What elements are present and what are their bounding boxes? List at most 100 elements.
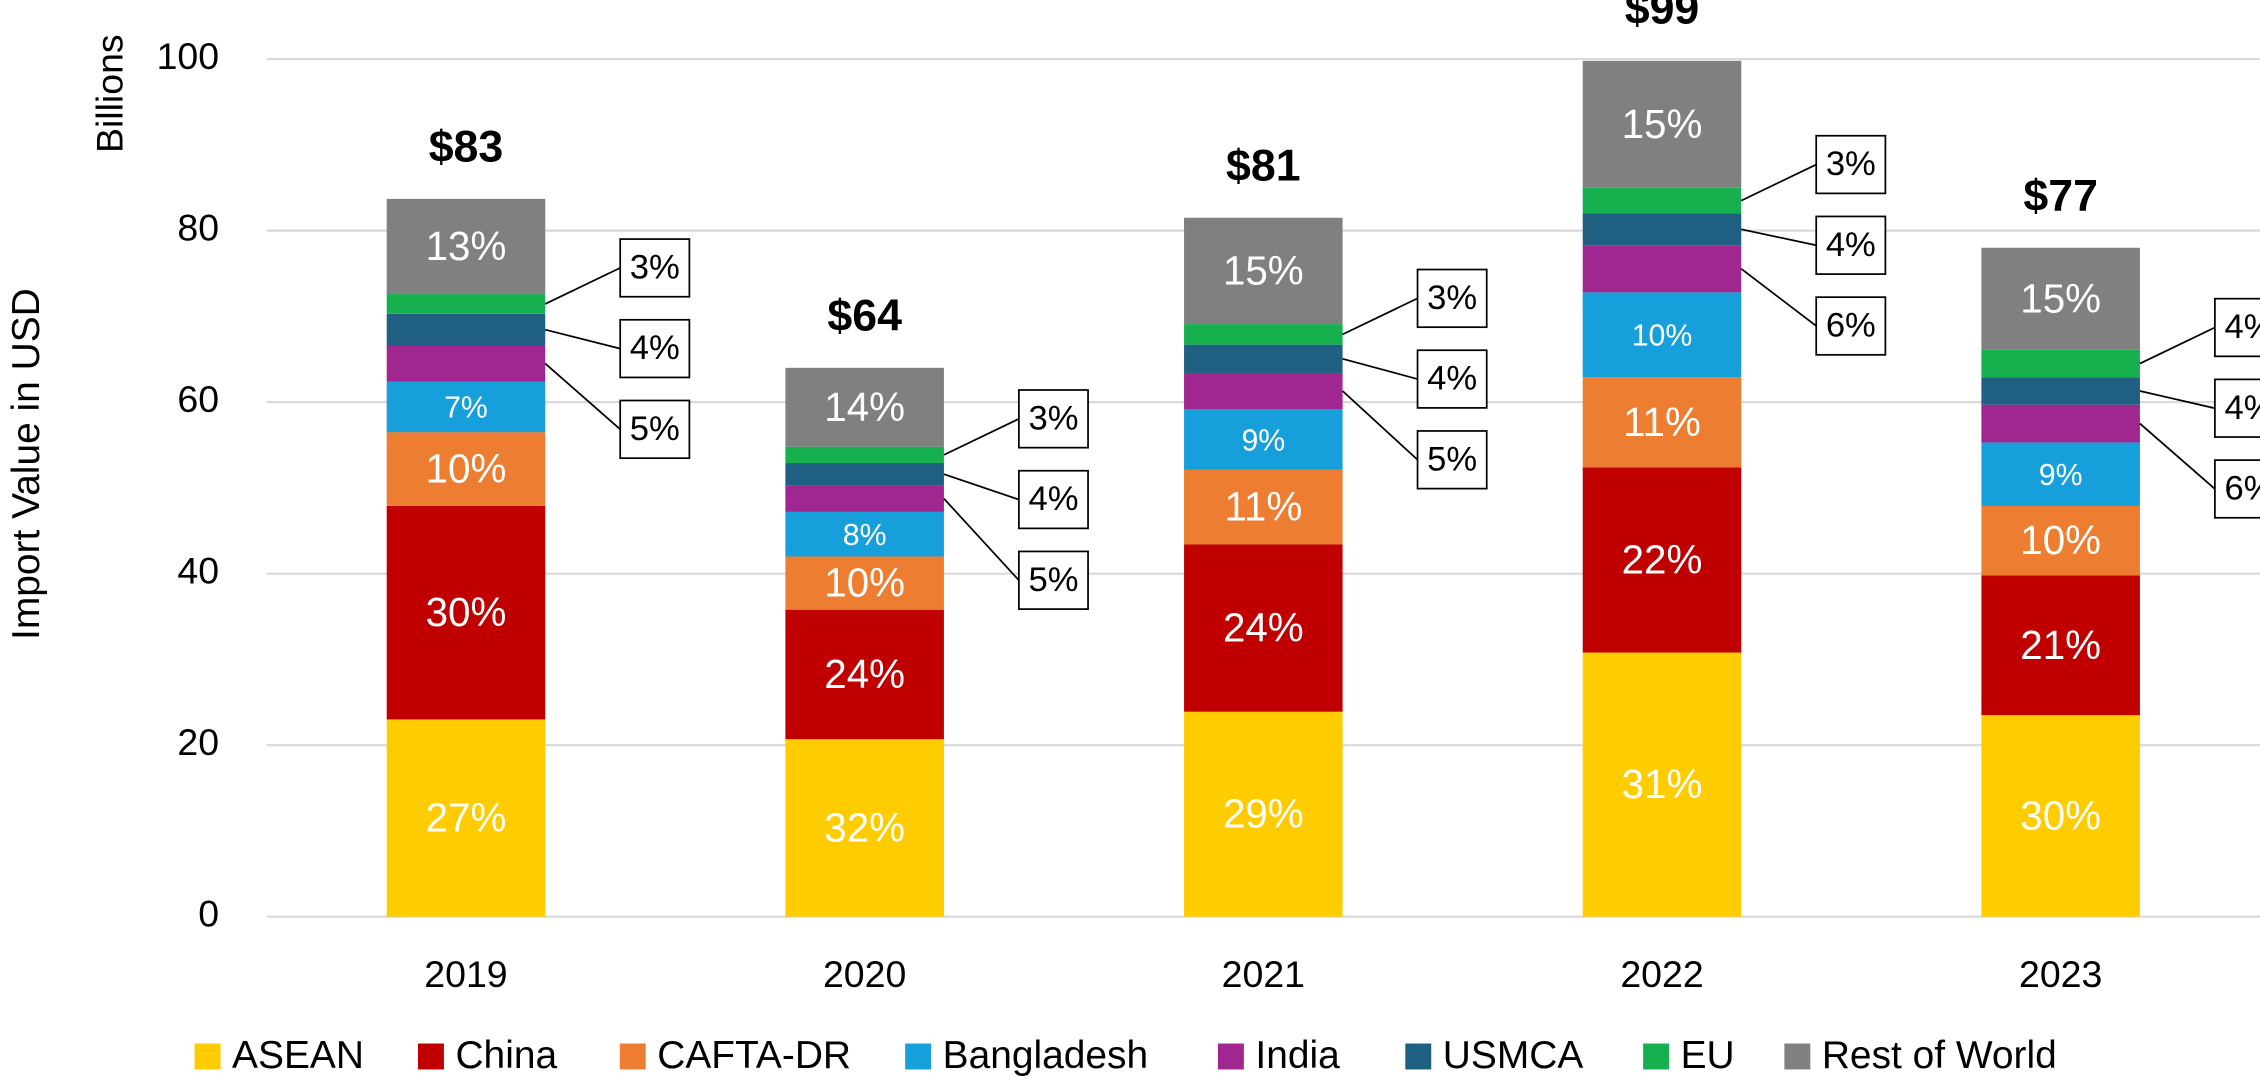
segment-share-label: 11% [1623,399,1701,445]
bar-segment [1981,377,2140,405]
callout-share-label: 4% [2224,389,2260,427]
legend-swatch [194,1043,221,1070]
callout-leader [943,498,1020,581]
segment-share-label: 9% [1241,424,1285,457]
legend-label: India [1255,1034,1340,1077]
legend-swatch [1405,1043,1432,1070]
y-tick-label: 100 [157,35,220,77]
bar-segment [1184,408,1343,470]
bar-segment [1582,467,1742,653]
y-tick-label: 80 [177,207,219,249]
segment-share-label: 31% [1622,761,1703,807]
bar-segment [1582,652,1742,917]
callout-box [619,399,691,460]
callout-share-label: 4% [2224,308,2260,346]
callout-box [1815,134,1887,195]
total-label: $83 [429,123,504,172]
bar-segment [386,294,546,314]
callout-share-label: 3% [1028,399,1078,437]
y-tick-label: 0 [198,893,219,935]
total-label: $64 [827,292,902,341]
bar-segment [1184,372,1343,409]
bar-segment [1981,349,2140,378]
segment-share-label: 14% [824,384,905,430]
segment-share-label: 10% [824,560,905,606]
segment-share-label: 21% [2020,622,2101,668]
legend-label: EU [1681,1034,1735,1077]
y-unit-label: Billions [88,34,130,153]
bar-segment [785,463,944,486]
bar-segment [1184,217,1343,325]
callout-box [1416,430,1488,490]
segment-share-label: 30% [2020,792,2101,838]
callout-share-label: 5% [630,410,680,448]
bar-segment [1184,544,1343,712]
legend-label: CAFTA-DR [657,1034,851,1077]
segment-share-label: 32% [824,804,905,850]
bar-segment [386,505,546,720]
callout-leader [943,418,1020,456]
bar-segment [785,739,944,917]
x-tick-label: 2020 [823,953,906,995]
bar-segment [1582,187,1742,214]
y-tick-label: 40 [177,550,219,592]
callout-share-label: 3% [1826,145,1876,183]
bar-segment [1981,715,2140,917]
segment-share-label: 30% [426,589,507,635]
y-axis-title: Import Value in USD [5,288,48,640]
callout-box [1018,469,1089,530]
bar-segment [1981,404,2140,443]
segment-share-label: 24% [824,651,905,697]
bar-segment [1981,247,2140,350]
segment-share-label: 24% [1223,605,1304,651]
bar-segment [386,198,546,295]
callout-box [619,318,691,379]
bar-segment [785,609,944,740]
segment-share-label: 10% [1632,320,1693,353]
total-label: $99 [1625,0,1700,34]
bar-segment [386,381,546,433]
bar-segment [1981,442,2140,506]
segment-share-label: 9% [2039,459,2083,492]
bar-segment [386,313,546,346]
legend-swatch [905,1043,932,1070]
bar-segment [785,367,944,447]
bar-segment [785,511,944,557]
callout-share-label: 5% [1427,440,1477,478]
callout-share-label: 4% [630,329,680,367]
callout-box [2214,459,2260,519]
callout-leader [544,362,621,430]
callout-leader [2139,390,2216,410]
callout-leader [1741,228,1817,247]
bar-segment [785,446,944,464]
bar-segment [785,556,944,610]
bar-segment [785,485,944,512]
segment-share-label: 10% [2020,517,2101,563]
x-tick-label: 2019 [424,953,507,995]
segment-share-label: 15% [1223,247,1304,293]
legend-swatch [1784,1043,1811,1070]
callout-box [1815,296,1887,356]
x-tick-label: 2023 [2019,953,2102,995]
callout-leader [1342,357,1418,380]
callout-leader [1740,268,1817,327]
callout-share-label: 3% [630,248,680,286]
callout-leader [2139,326,2216,365]
callout-leader [2139,422,2216,490]
segment-share-label: 22% [1622,536,1703,582]
callout-share-label: 6% [1826,307,1876,345]
callout-share-label: 4% [1826,226,1876,264]
callout-share-label: 4% [1427,360,1477,398]
callout-leader [943,473,1020,501]
y-tick-label: 60 [177,378,219,420]
legend-label: USMCA [1443,1034,1584,1077]
callout-leader [545,328,621,350]
callout-share-label: 6% [2224,470,2260,508]
segment-share-label: 10% [426,446,507,492]
bar-segment [1582,60,1742,188]
segment-share-label: 8% [843,519,887,552]
bar-segment [1582,213,1742,246]
bar-segment [386,432,546,506]
callout-leader [1342,390,1419,461]
